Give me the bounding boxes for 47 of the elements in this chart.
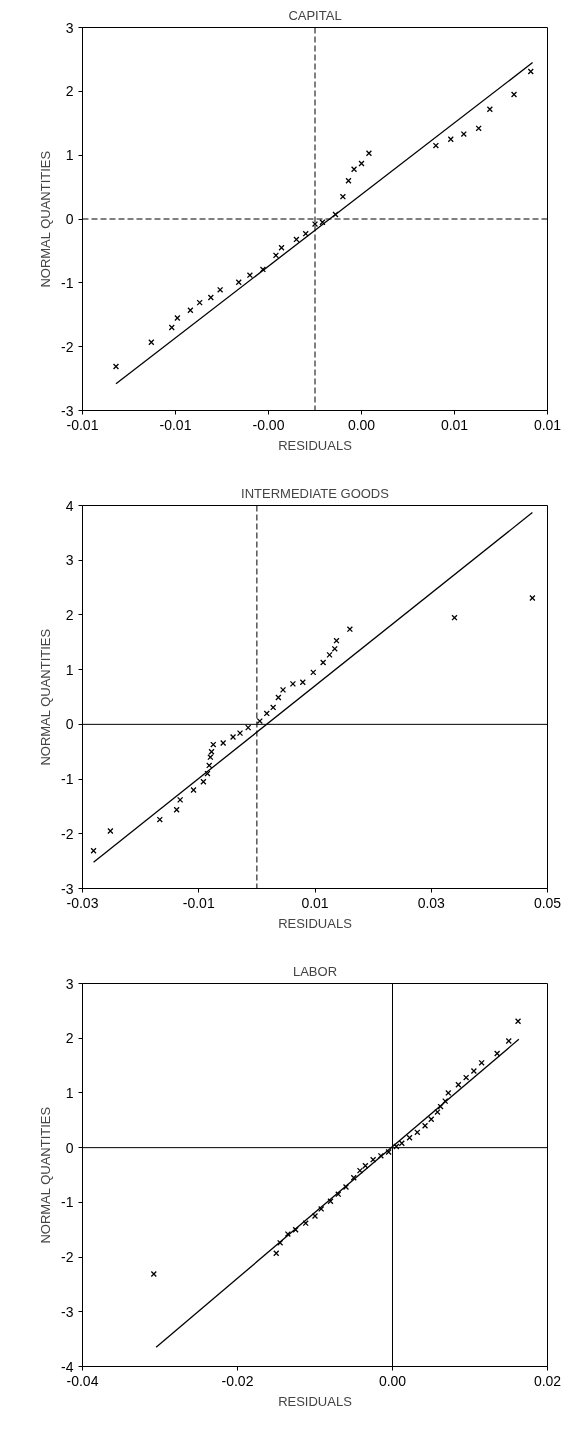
y-axis-title: NORMAL QUANTITIES <box>38 1106 54 1244</box>
x-tick-label: -0.00 <box>252 416 285 433</box>
x-tick-label: 0.02 <box>533 1372 562 1389</box>
x-tick-label: 0.01 <box>533 416 562 433</box>
chart-title: INTERMEDIATE GOODS <box>241 485 390 501</box>
y-tick-label: -1 <box>61 1194 74 1211</box>
x-axis-title: RESIDUALS <box>278 1393 353 1409</box>
y-tick-label: 0 <box>65 1139 74 1156</box>
y-tick-label: -3 <box>61 1303 74 1320</box>
y-axis-title: NORMAL QUANTITIES <box>38 150 54 288</box>
y-axis-title: NORMAL QUANTITIES <box>38 628 54 766</box>
x-tick-label: 0.00 <box>347 416 376 433</box>
y-tick-label: 3 <box>65 975 74 992</box>
y-tick-label: 0 <box>65 211 74 227</box>
x-tick-label: 0.01 <box>301 894 329 911</box>
y-tick-label: 0 <box>65 716 74 733</box>
y-tick-label: 2 <box>65 606 74 623</box>
y-tick-label: 1 <box>65 147 74 164</box>
x-tick-label: -0.01 <box>66 416 99 433</box>
x-tick-label: 0.03 <box>417 894 446 911</box>
x-tick-label: -0.01 <box>182 894 215 911</box>
y-tick-label: 2 <box>65 83 74 100</box>
x-tick-label: 0.00 <box>378 1372 407 1389</box>
x-tick-label: 0.05 <box>533 894 562 911</box>
x-tick-label: -0.01 <box>159 416 192 433</box>
x-tick-label: -0.02 <box>221 1372 254 1389</box>
chart-title: CAPITAL <box>288 7 342 23</box>
x-axis-title: RESIDUALS <box>278 437 353 453</box>
y-tick-label: -3 <box>61 402 74 419</box>
y-tick-label: 4 <box>65 497 74 514</box>
y-tick-label: 3 <box>65 19 74 36</box>
y-tick-label: 1 <box>65 661 74 678</box>
x-tick-label: 0.01 <box>440 416 469 433</box>
y-tick-label: -2 <box>61 338 74 355</box>
x-axis-title: RESIDUALS <box>278 915 353 931</box>
y-tick-label: -1 <box>61 274 74 291</box>
y-tick-label: -3 <box>61 880 74 897</box>
y-tick-label: 3 <box>65 552 74 569</box>
y-tick-label: -4 <box>61 1358 74 1375</box>
y-tick-label: 2 <box>65 1030 74 1047</box>
y-tick-label: -2 <box>61 1249 74 1266</box>
y-tick-label: -1 <box>61 771 74 788</box>
y-tick-label: 1 <box>65 1084 74 1101</box>
x-tick-label: -0.04 <box>66 1372 99 1389</box>
chart-title: LABOR <box>292 963 338 979</box>
x-tick-label: -0.03 <box>66 894 99 911</box>
y-tick-label: -2 <box>61 825 74 842</box>
